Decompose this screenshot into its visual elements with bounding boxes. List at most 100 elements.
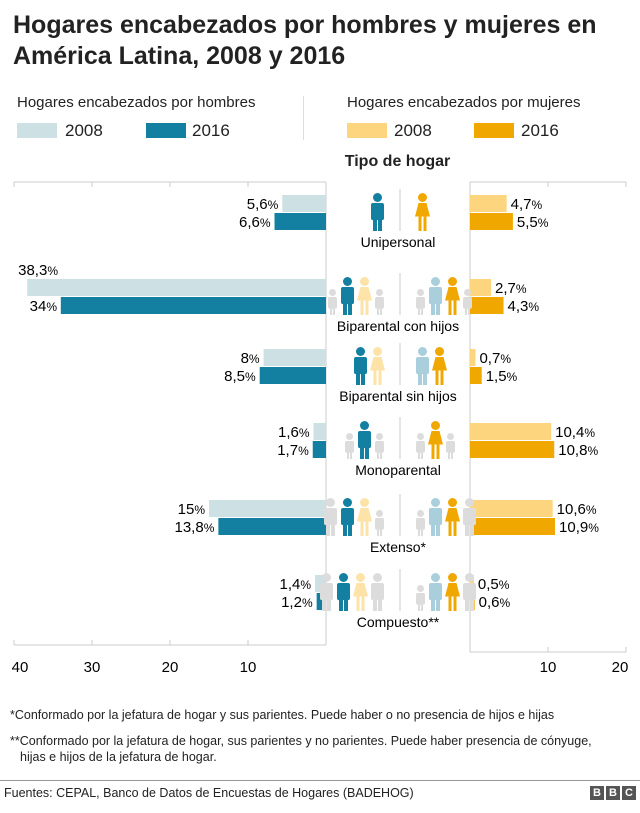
child-head: [464, 289, 471, 296]
woman-leg: [365, 300, 369, 315]
footnote-1: *Conformado por la jefatura de hogar y s…: [10, 708, 555, 722]
man-head: [343, 277, 352, 286]
footer-rule: [0, 780, 640, 781]
row-extenso: 15%13,8% 10,6%10,9% Extenso*: [174, 494, 599, 555]
bar: [470, 518, 556, 535]
child-leg: [418, 297, 420, 315]
man-leg: [436, 583, 440, 611]
child-leg: [418, 441, 420, 459]
bar: [470, 297, 504, 314]
child-torso: [375, 518, 384, 530]
data-label: 10,9%: [559, 519, 599, 536]
man-torso: [429, 287, 442, 305]
woman-head: [431, 421, 440, 430]
bar: [470, 213, 513, 230]
man-head: [339, 573, 348, 582]
man-leg: [378, 203, 382, 231]
child-leg: [421, 441, 423, 459]
woman-leg: [436, 444, 440, 459]
woman-dress: [445, 508, 460, 522]
bar: [315, 575, 326, 592]
category-label: Extenso*: [370, 539, 427, 555]
woman-leg: [360, 521, 364, 536]
category-label: Biparental sin hijos: [339, 388, 457, 404]
child-leg: [350, 441, 352, 459]
category-label: Biparental con hijos: [337, 318, 459, 334]
woman-leg: [453, 521, 457, 536]
child-torso: [416, 441, 425, 453]
child-torso: [463, 297, 472, 309]
man-head: [431, 277, 440, 286]
man-torso: [463, 583, 476, 601]
footnote-2: **Conformado por la jefatura de hogar, s…: [10, 734, 592, 748]
man-leg: [360, 431, 364, 459]
data-label: 1,7%: [277, 442, 309, 459]
man-leg: [436, 287, 440, 315]
data-label: 10,4%: [555, 424, 595, 441]
row-unipersonal: 5,6%6,6% 4,7%5,5% Unipersonal: [239, 189, 549, 250]
man-leg: [418, 357, 422, 385]
man-torso: [341, 287, 354, 305]
legend-women-heading: Hogares encabezados por mujeres: [347, 94, 581, 111]
woman-head: [448, 498, 457, 507]
woman-dress: [370, 357, 385, 371]
data-label: 4,7%: [511, 196, 543, 213]
left-tick-label: 40: [12, 659, 29, 676]
man-head: [431, 573, 440, 582]
woman-leg: [365, 521, 369, 536]
man-leg: [373, 583, 377, 611]
woman-leg: [356, 596, 360, 611]
child-torso: [416, 593, 425, 605]
man-torso: [354, 357, 367, 375]
woman-leg: [440, 370, 444, 385]
category-label: Compuesto**: [357, 614, 440, 630]
man-leg: [331, 508, 335, 536]
child-leg: [377, 441, 379, 459]
legend-swatch-women-2016: [474, 123, 514, 138]
child-leg: [421, 297, 423, 315]
child-torso: [328, 297, 337, 309]
category-label: Monoparental: [355, 462, 441, 478]
data-label: 1,5%: [486, 368, 518, 385]
child-head: [417, 289, 424, 296]
child-leg: [448, 441, 450, 459]
man-head: [373, 193, 382, 202]
bar: [27, 279, 326, 296]
man-head: [326, 498, 335, 507]
man-leg: [339, 583, 343, 611]
data-label: 5,5%: [517, 214, 549, 231]
child-torso: [446, 441, 455, 453]
man-head: [343, 498, 352, 507]
woman-head: [448, 573, 457, 582]
data-label: 4,3%: [508, 298, 540, 315]
child-leg: [468, 297, 470, 315]
man-torso: [324, 508, 337, 526]
data-label: 38,3%: [18, 262, 58, 279]
man-torso: [463, 508, 476, 526]
child-torso: [375, 297, 384, 309]
woman-dress: [428, 431, 443, 445]
legend-label-women-2016: 2016: [521, 121, 559, 140]
child-leg: [418, 593, 420, 611]
man-head: [465, 498, 474, 507]
bar: [470, 423, 552, 440]
child-leg: [418, 518, 420, 536]
data-label: 10,8%: [558, 442, 598, 459]
man-head: [465, 573, 474, 582]
bar: [259, 367, 326, 384]
child-leg: [451, 441, 453, 459]
man-leg: [344, 583, 348, 611]
child-torso: [416, 297, 425, 309]
child-leg: [377, 518, 379, 536]
child-head: [417, 510, 424, 517]
man-leg: [373, 203, 377, 231]
bar: [312, 441, 326, 458]
man-leg: [431, 508, 435, 536]
woman-leg: [431, 444, 435, 459]
bar: [263, 349, 326, 366]
bar: [282, 195, 326, 212]
child-leg: [330, 297, 332, 315]
bar: [470, 441, 555, 458]
man-leg: [326, 508, 330, 536]
woman-leg: [448, 596, 452, 611]
